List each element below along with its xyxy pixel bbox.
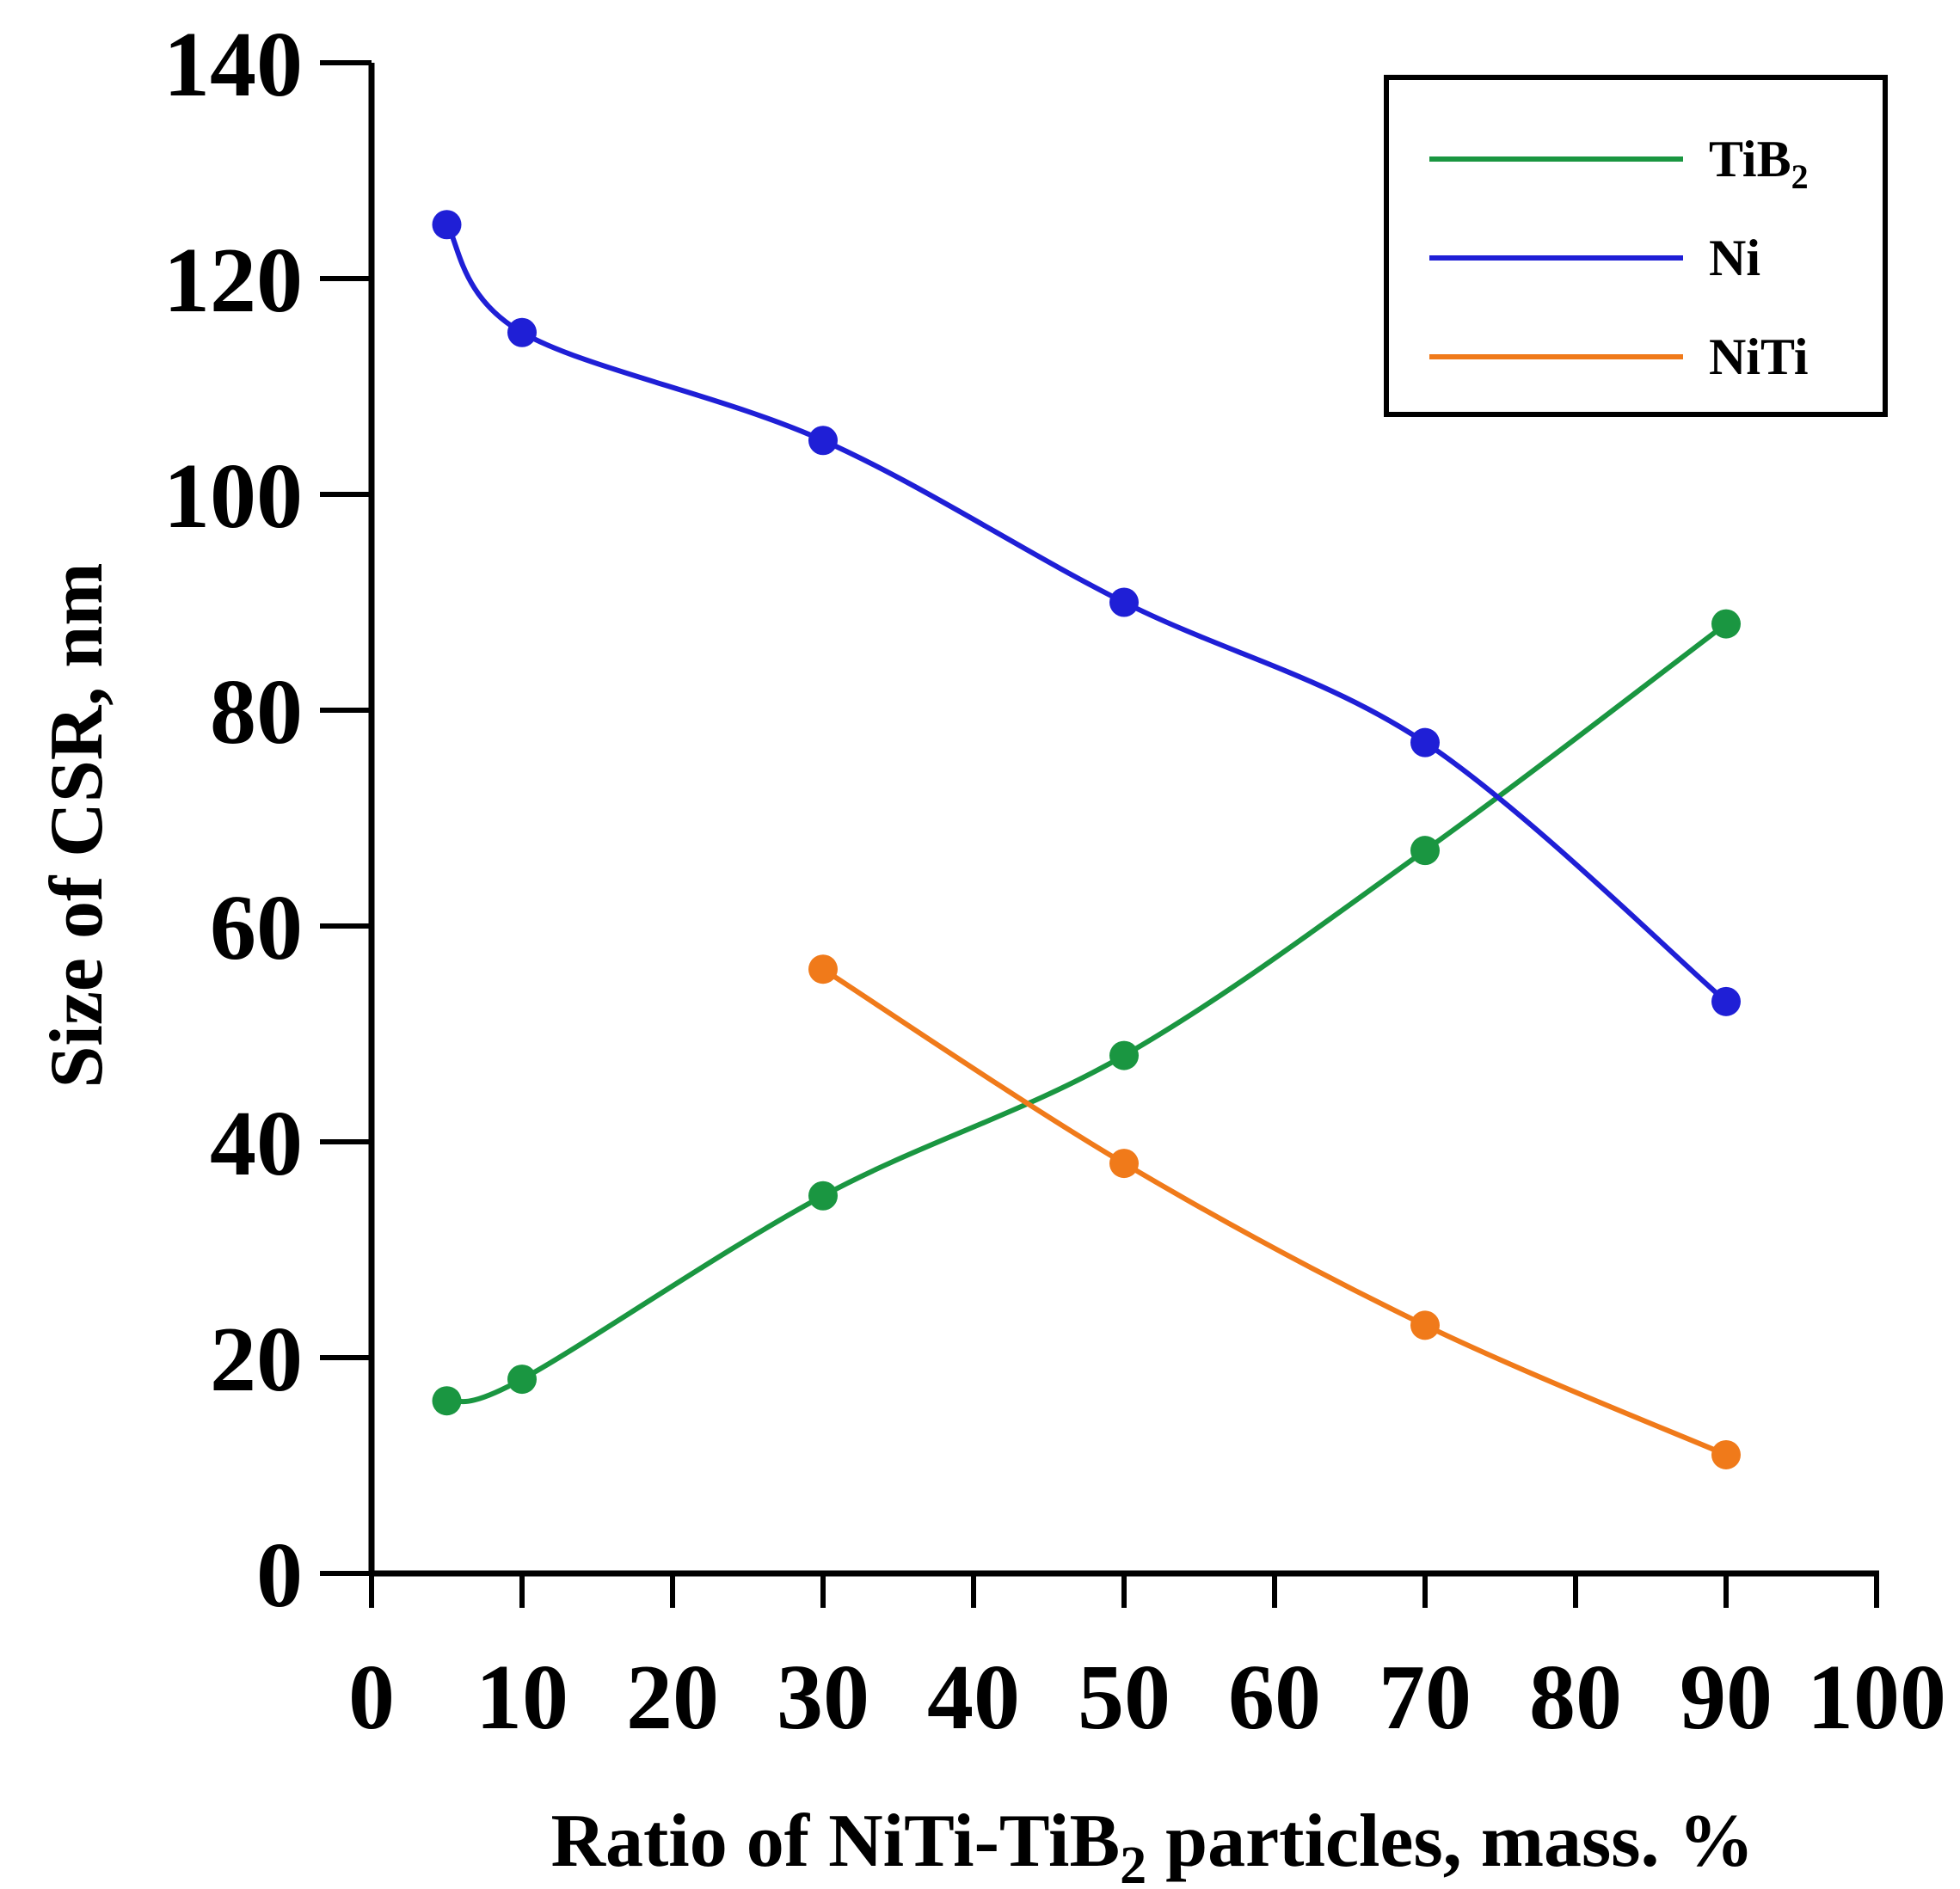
data-point [1410,1310,1440,1340]
data-point [1109,587,1139,617]
data-point [432,210,462,240]
data-point [1711,986,1741,1016]
y-tick-label: 0 [256,1524,303,1627]
y-tick-label: 60 [210,877,303,979]
data-point [1711,1439,1741,1469]
series-ni [432,210,1741,1016]
x-tick-label: 80 [1529,1647,1622,1749]
y-tick-label: 140 [163,14,303,116]
x-axis-title-part: Ratio of NiTi-TiB [550,1800,1120,1883]
legend-label-text: NiTi [1709,328,1809,385]
x-tick-label: 0 [348,1647,395,1749]
data-point [1711,609,1741,639]
data-point [432,1386,462,1416]
x-tick-label: 100 [1807,1647,1946,1749]
x-tick-label: 10 [476,1647,568,1749]
data-point [808,426,838,456]
data-point [808,1181,838,1211]
x-axis-title-subscript: 2 [1120,1837,1146,1889]
x-tick-label: 60 [1228,1647,1321,1749]
y-axis-title: Size of CSR, nm [35,562,119,1088]
series-tib2 [432,609,1741,1416]
x-axis-title: Ratio of NiTi-TiB2 particles, mass. % [550,1800,1754,1889]
legend-label: TiB2 [1709,131,1809,196]
y-tick-label: 100 [163,445,303,548]
legend-item: NiTi [1429,328,1809,385]
y-tick-label: 80 [210,661,303,764]
x-tick-label: 30 [777,1647,869,1749]
y-tick-label: 40 [210,1093,303,1195]
series-layer [432,210,1741,1469]
data-point [1109,1040,1139,1070]
data-point [507,1365,537,1395]
legend-label-text: Ni [1709,230,1760,286]
y-tick-label: 20 [210,1309,303,1411]
axes: 0 20 40 60 80 100 120 140 0 10 20 30 40 50 60 70 80 90 100 [163,14,1946,1749]
series-niti [808,954,1741,1469]
series-line [445,622,1728,1405]
legend: TiB2 Ni NiTi [1384,75,1888,417]
x-tick-label: 20 [626,1647,719,1749]
data-point [1109,1149,1139,1179]
data-point [507,317,537,347]
x-tick-label: 70 [1379,1647,1472,1749]
series-line [821,966,1728,1457]
legend-box [1384,75,1888,417]
legend-item: Ni [1429,230,1760,286]
data-point [808,954,838,984]
x-axis-title-suffix: particles, mass. % [1146,1800,1754,1883]
x-tick-label: 40 [927,1647,1020,1749]
y-tick-label: 120 [163,230,303,332]
legend-label-subscript: 2 [1791,157,1809,196]
data-point [1410,727,1440,757]
data-point [1410,836,1440,866]
legend-label-text: TiB [1709,131,1791,187]
legend-item: TiB2 [1429,131,1809,196]
x-tick-label: 90 [1680,1647,1773,1749]
legend-label: Ni [1709,230,1760,286]
legend-label: NiTi [1709,328,1809,385]
x-tick-label: 50 [1078,1647,1170,1749]
